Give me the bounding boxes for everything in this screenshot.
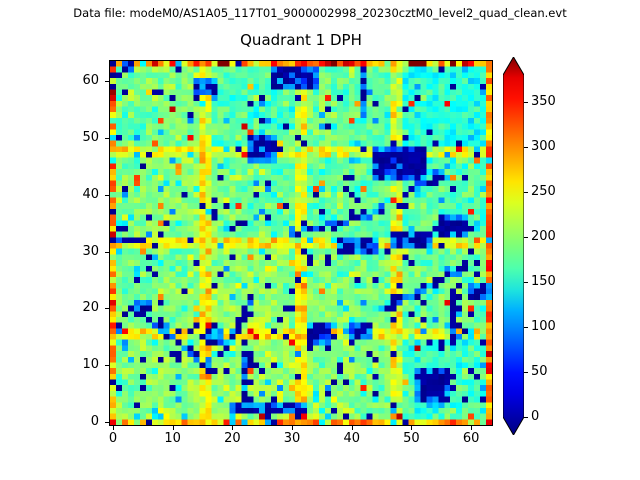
x-tick-label: 40	[343, 431, 360, 446]
x-tick-mark	[232, 426, 234, 430]
x-tick-mark	[411, 426, 413, 430]
y-tick-mark	[105, 365, 109, 367]
y-tick-label: 30	[82, 243, 99, 259]
x-tick-mark	[351, 426, 353, 430]
y-tick-label: 0	[90, 414, 99, 430]
colorbar-gradient	[503, 57, 524, 435]
x-tick-label: 20	[224, 431, 241, 446]
colorbar-tick-mark	[524, 282, 528, 283]
x-tick-mark	[172, 426, 174, 430]
plot-title: Quadrant 1 DPH	[240, 31, 362, 49]
colorbar-tick-mark	[524, 327, 528, 328]
colorbar-tick-mark	[524, 147, 528, 148]
x-tick-mark	[471, 426, 473, 430]
y-tick-mark	[105, 80, 109, 82]
colorbar-tick-label: 200	[531, 229, 556, 244]
colorbar-tick-label: 0	[531, 409, 540, 424]
colorbar-tick-label: 150	[531, 274, 556, 289]
x-tick-label: 50	[403, 431, 420, 446]
y-tick-label: 60	[82, 72, 99, 88]
colorbar-tick-mark	[524, 102, 528, 103]
colorbar-tick-mark	[524, 237, 528, 238]
x-tick-mark	[112, 426, 114, 430]
colorbar[interactable]	[503, 57, 524, 435]
y-tick-mark	[105, 308, 109, 310]
y-tick-label: 10	[82, 357, 99, 373]
x-tick-label: 30	[283, 431, 301, 446]
colorbar-tick-label: 100	[531, 319, 556, 334]
x-tick-mark	[292, 426, 294, 430]
y-tick-mark	[105, 422, 109, 424]
colorbar-tick-label: 350	[531, 94, 556, 109]
y-tick-label: 20	[82, 300, 99, 316]
y-tick-label: 40	[82, 186, 99, 202]
x-tick-label: 60	[462, 431, 480, 446]
colorbar-tick-label: 300	[531, 139, 556, 154]
colorbar-tick-mark	[524, 372, 528, 373]
y-tick-label: 50	[82, 129, 99, 145]
colorbar-tick-label: 250	[531, 184, 556, 199]
y-tick-mark	[105, 251, 109, 253]
x-tick-label: 0	[108, 431, 118, 446]
heatmap-axes[interactable]	[109, 60, 493, 426]
y-tick-mark	[105, 194, 109, 196]
x-tick-label: 10	[164, 431, 181, 446]
colorbar-tick-mark	[524, 417, 528, 418]
dph-heatmap-image[interactable]	[110, 61, 492, 425]
y-tick-mark	[105, 137, 109, 139]
data-file-label: Data file: modeM0/AS1A05_117T01_90000029…	[73, 6, 567, 20]
colorbar-tick-mark	[524, 192, 528, 193]
colorbar-tick-label: 50	[531, 364, 548, 379]
